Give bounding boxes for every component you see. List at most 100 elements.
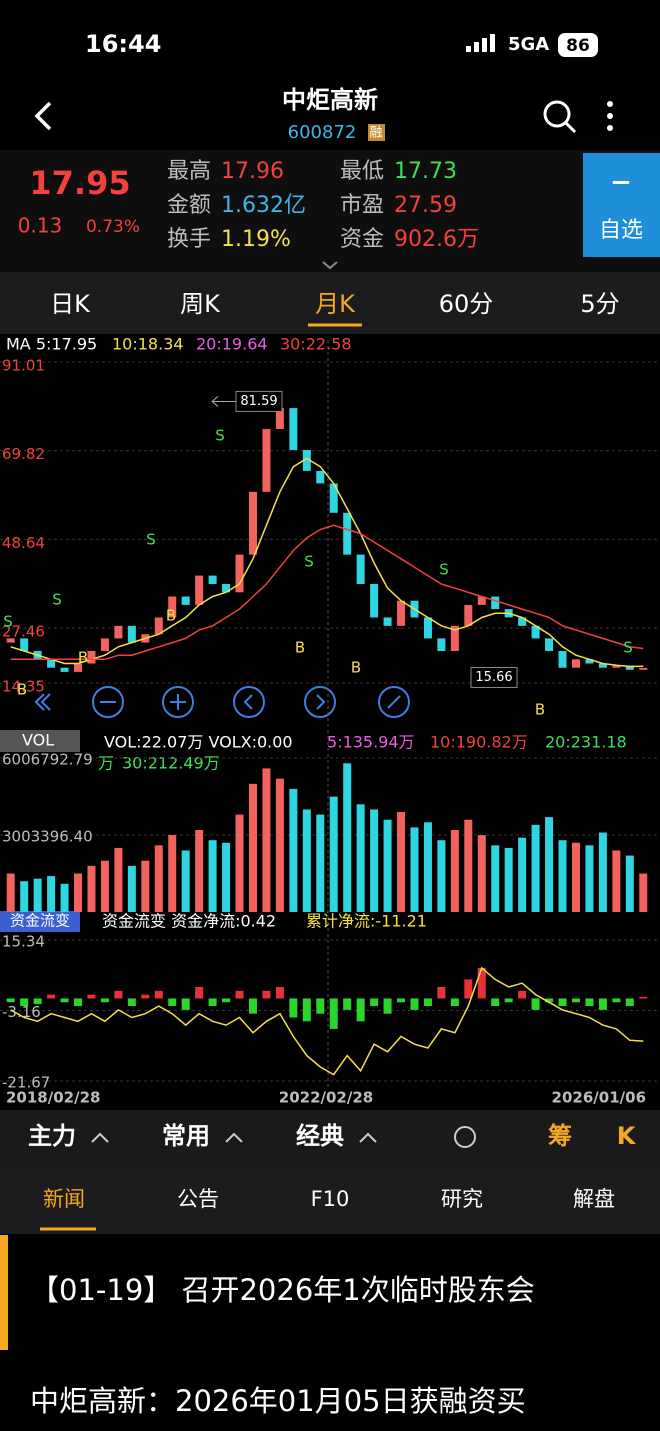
signal: S — [3, 613, 13, 631]
battery — [558, 33, 598, 57]
field-value: 902.6万 — [394, 227, 479, 252]
y-tick-label: 3003396.40 — [2, 828, 93, 846]
candle — [74, 663, 83, 672]
tab[interactable]: 日K — [50, 290, 91, 318]
tab[interactable]: 月K — [315, 290, 356, 318]
volume-bar — [222, 842, 231, 912]
flow-bar — [612, 998, 621, 1003]
volume-bar — [127, 865, 136, 912]
toolbar-item[interactable]: 主力 — [28, 1122, 76, 1150]
signal: S — [439, 561, 449, 579]
volume-bar — [477, 835, 486, 912]
date-label: 2018/02/28 — [6, 1089, 100, 1107]
high-label: 81.59 — [240, 394, 277, 409]
volume-bar — [248, 783, 257, 912]
toolbar-item[interactable]: 常用 — [162, 1122, 210, 1150]
volume-bar — [60, 883, 69, 912]
change: 0.13 — [18, 214, 63, 238]
volume-bar — [545, 817, 554, 912]
change-pct: 0.73% — [86, 217, 140, 237]
back-button[interactable] — [34, 101, 52, 131]
y-tick-label: 27.46 — [2, 623, 45, 641]
volume-bar — [74, 873, 83, 912]
candle — [625, 665, 634, 670]
right[interactable] — [304, 686, 336, 718]
field-label: 市盈 — [340, 193, 384, 218]
vol-title: VOL — [22, 731, 54, 750]
candle — [639, 667, 648, 670]
candle — [6, 638, 15, 643]
y-tick-label: 14.35 — [2, 678, 45, 696]
news-item[interactable]: 【01-19】 召开2026年1次临时股东会 — [30, 1273, 535, 1307]
flow-title: 资金流变 — [10, 912, 70, 930]
fullscreen[interactable] — [378, 686, 410, 718]
news-tabs-bg — [0, 1166, 660, 1234]
candle — [316, 470, 325, 484]
candle — [262, 429, 271, 492]
candle — [289, 408, 298, 450]
candle — [397, 600, 406, 626]
volume-bar — [450, 829, 459, 912]
candle — [356, 554, 365, 584]
flow-bar — [47, 994, 56, 999]
watch-button[interactable] — [583, 153, 660, 257]
zoom-out[interactable] — [92, 686, 124, 718]
price: 17.95 — [29, 164, 130, 202]
tab[interactable]: 5分 — [580, 290, 619, 318]
volume-bar — [47, 876, 56, 912]
toolbar-item[interactable]: 筹 — [548, 1122, 572, 1150]
flow-bar — [195, 987, 204, 999]
flow-bar — [100, 998, 109, 1003]
flow-bar — [208, 998, 217, 1007]
volume-bar — [181, 850, 190, 912]
flow-bar — [275, 987, 284, 999]
candle — [275, 408, 284, 430]
news-item[interactable]: 中炬高新：2026年01月05日获融资买 — [30, 1384, 526, 1418]
volume-bar — [114, 847, 123, 912]
low-box — [470, 667, 518, 689]
signal-icon — [466, 34, 495, 52]
tab[interactable]: 周K — [180, 290, 221, 318]
toolbar-item[interactable]: 经典 — [296, 1122, 344, 1150]
left[interactable] — [233, 686, 265, 718]
candle — [598, 663, 607, 668]
volume-bar — [6, 873, 15, 912]
volume-bar — [235, 814, 244, 912]
y-tick-label: 6006792.79 — [2, 751, 93, 769]
news-tab[interactable]: 新闻 — [43, 1187, 85, 1211]
expand-icon[interactable] — [322, 261, 338, 270]
news-tab[interactable]: 研究 — [441, 1187, 483, 1211]
watch-icon: − — [610, 168, 632, 198]
candle — [491, 596, 500, 610]
y-tick-label: 15.34 — [2, 933, 45, 951]
flow-bar — [639, 996, 648, 999]
tab[interactable]: 60分 — [439, 290, 494, 318]
low-label: 15.66 — [475, 670, 512, 685]
zoom-in[interactable] — [162, 686, 194, 718]
flow-bar — [343, 998, 352, 1010]
settings[interactable] — [454, 1126, 476, 1148]
network: 5GA — [508, 34, 549, 55]
candle — [531, 625, 540, 639]
candle — [168, 596, 177, 618]
flow-bar — [571, 998, 580, 1003]
news-tab[interactable]: F10 — [311, 1187, 350, 1211]
news-tab[interactable]: 解盘 — [573, 1187, 615, 1211]
ma10-line — [10, 457, 644, 668]
signal: B — [78, 649, 88, 667]
candle — [181, 596, 190, 605]
field-value: 27.59 — [394, 193, 457, 218]
candle — [100, 638, 109, 651]
flow-bar — [248, 998, 257, 1014]
signal: S — [623, 639, 633, 657]
flow-bar — [181, 998, 190, 1010]
news-tab[interactable]: 公告 — [177, 1187, 219, 1211]
toolbar-item[interactable]: K — [617, 1122, 637, 1150]
field-label: 资金 — [340, 227, 384, 252]
search-button[interactable] — [543, 100, 577, 134]
flow-bar — [464, 979, 473, 999]
more-button[interactable] — [607, 101, 613, 131]
volume-bar — [208, 840, 217, 912]
flow-legend: 累计净流:-11.21 — [306, 912, 427, 931]
